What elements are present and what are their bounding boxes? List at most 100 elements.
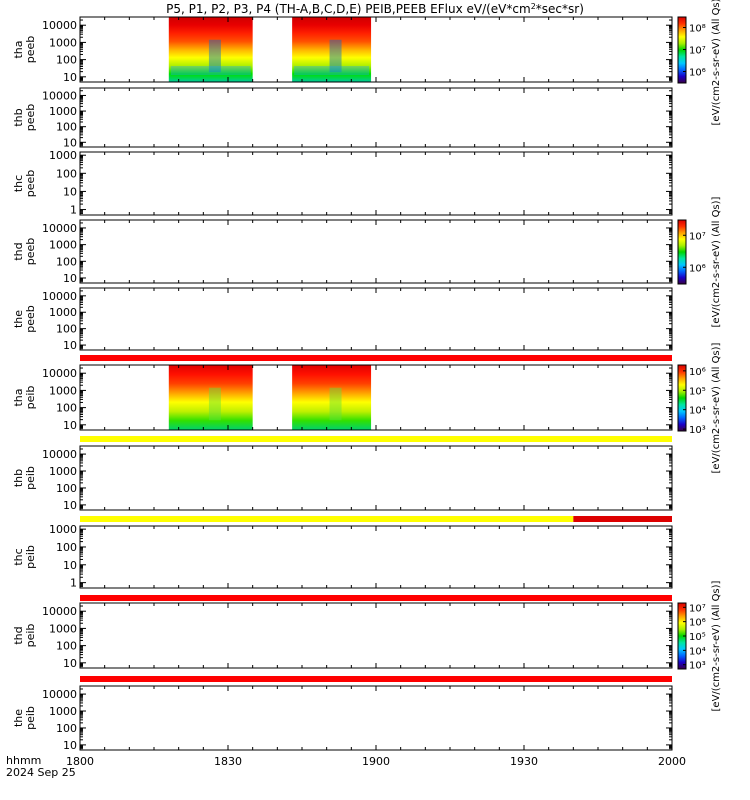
- panel-frame: [79, 87, 673, 148]
- status-bar: [80, 595, 672, 601]
- status-bars: [80, 355, 672, 682]
- panel-label: peeb: [24, 305, 37, 333]
- panel-label: peib: [24, 624, 37, 648]
- spectrogram-block: [168, 365, 253, 430]
- y-tick-label: 100: [56, 121, 77, 134]
- colorbar-gradient: [677, 16, 687, 84]
- panel-label: peib: [24, 466, 37, 490]
- panel-label: thb: [12, 469, 25, 487]
- y-tick-label: 10000: [42, 448, 77, 461]
- colorbar-tick-label: 10⁴: [689, 646, 706, 657]
- status-bar: [80, 355, 672, 361]
- y-tick-label: 100: [56, 541, 77, 554]
- colorbar-tick-label: 10⁶: [689, 67, 706, 78]
- y-tick-label: 10: [63, 71, 77, 84]
- colorbar-tick-label: 10⁵: [689, 386, 706, 397]
- panel-label: peeb: [24, 238, 37, 266]
- colorbar-gradient: [677, 364, 687, 432]
- panel-label: peib: [24, 386, 37, 410]
- panel-label: tha: [12, 388, 25, 406]
- panel-frame: [79, 151, 673, 216]
- colorbar-thd-peeb: 10⁶ 10⁷ [eV/(cm2-s-sr-eV) (All Qs)]: [677, 196, 722, 327]
- y-tick-label: 10000: [42, 290, 77, 303]
- spectrogram-block: [292, 365, 372, 430]
- y-tick-label: 1000: [49, 622, 77, 635]
- y-tick-label: 100: [56, 402, 77, 415]
- colorbar-tha-peib: 10³ 10⁴ 10⁵ 10⁶ [eV/(cm2-s-sr-eV) (All Qs)]: [677, 342, 722, 473]
- panel-label: thd: [12, 242, 25, 260]
- y-tick-label: 1000: [49, 306, 77, 319]
- spectrogram-feature: [208, 387, 221, 421]
- panel-label: tha: [12, 40, 25, 58]
- y-tick-label: 10: [63, 559, 77, 572]
- spectrogram-feature: [329, 387, 342, 421]
- x-axis-date: 2024 Sep 25: [6, 766, 76, 779]
- panel-frame: [79, 525, 673, 589]
- colorbar-tick-label: 10⁶: [689, 618, 706, 629]
- colorbar-thd-peib: 10³ 10⁴ 10⁵ 10⁶ 10⁷ [eV/(cm2-s-sr-eV) (All Qs…: [677, 580, 722, 711]
- panel-label: peib: [24, 706, 37, 730]
- status-segment: [80, 676, 672, 682]
- colorbar-gradient: [677, 219, 687, 285]
- colorbar-label: [eV/(cm2-s-sr-eV) (All Qs)]: [711, 580, 722, 711]
- chart-title: P5, P1, P2, P3, P4 (TH-A,B,C,D,E) PEIB,P…: [166, 2, 584, 16]
- y-tick-label: 100: [56, 167, 77, 180]
- y-tick-label: 1000: [49, 384, 77, 397]
- x-tick-label: 1830: [214, 755, 242, 768]
- colorbar-tha-peeb: 10⁶ 10⁷ 10⁸ [eV/(cm2-s-sr-eV) (All Qs)]: [677, 0, 722, 125]
- colorbar-tick-label: 10⁵: [689, 632, 706, 643]
- y-tick-label: 1000: [49, 36, 77, 49]
- panel-label: thd: [12, 626, 25, 644]
- y-tick-label: 10000: [42, 605, 77, 618]
- spectrogram-block: [292, 17, 372, 82]
- y-tick-label: 10: [63, 499, 77, 512]
- y-tick-label: 1: [70, 577, 77, 590]
- panel-label: the: [12, 310, 25, 328]
- x-axis-label: hhmm: [6, 754, 41, 767]
- y-tick-label: 1000: [49, 465, 77, 478]
- y-tick-label: 10000: [42, 222, 77, 235]
- y-tick-label: 100: [56, 482, 77, 495]
- panel-frame: [79, 602, 673, 669]
- colorbar-label: [eV/(cm2-s-sr-eV) (All Qs)]: [711, 342, 722, 473]
- y-tick-label: 10000: [42, 688, 77, 701]
- y-tick-label: 100: [56, 722, 77, 735]
- y-tick-label: 1000: [49, 523, 77, 536]
- panel-tha-peib: 10000 1000 100 10 tha peib: [12, 364, 673, 432]
- status-segment: [80, 595, 672, 601]
- x-tick-label: 2000: [658, 755, 686, 768]
- status-segment: [573, 516, 672, 522]
- x-tick-label: 1900: [362, 755, 390, 768]
- panel-label: thc: [12, 175, 25, 192]
- y-tick-label: 1000: [49, 105, 77, 118]
- colorbar-label: [eV/(cm2-s-sr-eV) (All Qs)]: [711, 196, 722, 327]
- spectrogram-band: [294, 66, 370, 75]
- x-axis: hhmm 2024 Sep 25 1800 1830 1900 1930 2000: [6, 754, 686, 779]
- panel-label: thb: [12, 108, 25, 126]
- colorbar-tick-label: 10⁶: [689, 367, 706, 378]
- status-segment: [80, 355, 672, 361]
- panel-label: peib: [24, 545, 37, 569]
- y-tick-label: 10000: [42, 89, 77, 102]
- y-tick-label: 100: [56, 640, 77, 653]
- colorbar-tick-label: 10⁶: [689, 263, 706, 274]
- colorbar-tick-label: 10⁷: [689, 603, 706, 614]
- y-tick-label: 1: [70, 204, 77, 217]
- y-tick-label: 100: [56, 54, 77, 67]
- panel-thd-peeb: 10000 1000 100 10 thd peeb: [12, 219, 673, 285]
- colorbar-tick-label: 10⁷: [689, 45, 706, 56]
- colorbar-tick-label: 10⁸: [689, 23, 706, 34]
- panel-frame: [79, 685, 673, 751]
- y-tick-label: 10: [63, 185, 77, 198]
- panel-label: the: [12, 709, 25, 727]
- panel-thc-peeb: 1000 100 10 1 thc peeb: [12, 149, 673, 217]
- x-tick-label: 1800: [66, 755, 94, 768]
- y-tick-label: 1000: [49, 239, 77, 252]
- panel-tha-peeb: 10000 1000 100 10 tha peeb: [12, 16, 673, 84]
- panel-frame: [79, 287, 673, 351]
- panel-label: thc: [12, 548, 25, 565]
- y-tick-label: 10000: [42, 19, 77, 32]
- panel-frame: [79, 219, 673, 284]
